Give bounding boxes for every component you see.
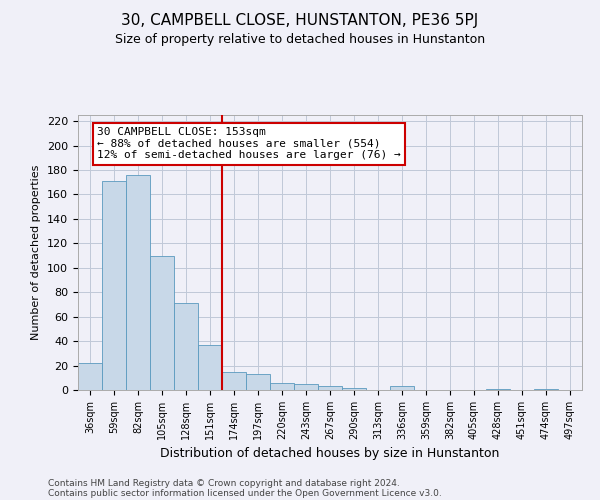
Y-axis label: Number of detached properties: Number of detached properties [31, 165, 41, 340]
X-axis label: Distribution of detached houses by size in Hunstanton: Distribution of detached houses by size … [160, 448, 500, 460]
Bar [534, 389, 558, 390]
Text: Size of property relative to detached houses in Hunstanton: Size of property relative to detached ho… [115, 32, 485, 46]
Bar [294, 384, 318, 390]
Text: Contains HM Land Registry data © Crown copyright and database right 2024.: Contains HM Land Registry data © Crown c… [48, 478, 400, 488]
Bar [198, 345, 222, 390]
Bar [318, 386, 342, 390]
Bar [78, 363, 102, 390]
Bar [342, 388, 366, 390]
Text: Contains public sector information licensed under the Open Government Licence v3: Contains public sector information licen… [48, 488, 442, 498]
Bar [222, 372, 246, 390]
Bar [102, 181, 126, 390]
Bar [150, 256, 174, 390]
Bar [486, 389, 510, 390]
Bar [126, 175, 150, 390]
Bar [270, 382, 294, 390]
Bar [246, 374, 270, 390]
Text: 30, CAMPBELL CLOSE, HUNSTANTON, PE36 5PJ: 30, CAMPBELL CLOSE, HUNSTANTON, PE36 5PJ [121, 12, 479, 28]
Bar [174, 303, 198, 390]
Text: 30 CAMPBELL CLOSE: 153sqm
← 88% of detached houses are smaller (554)
12% of semi: 30 CAMPBELL CLOSE: 153sqm ← 88% of detac… [97, 127, 401, 160]
Bar [390, 386, 414, 390]
